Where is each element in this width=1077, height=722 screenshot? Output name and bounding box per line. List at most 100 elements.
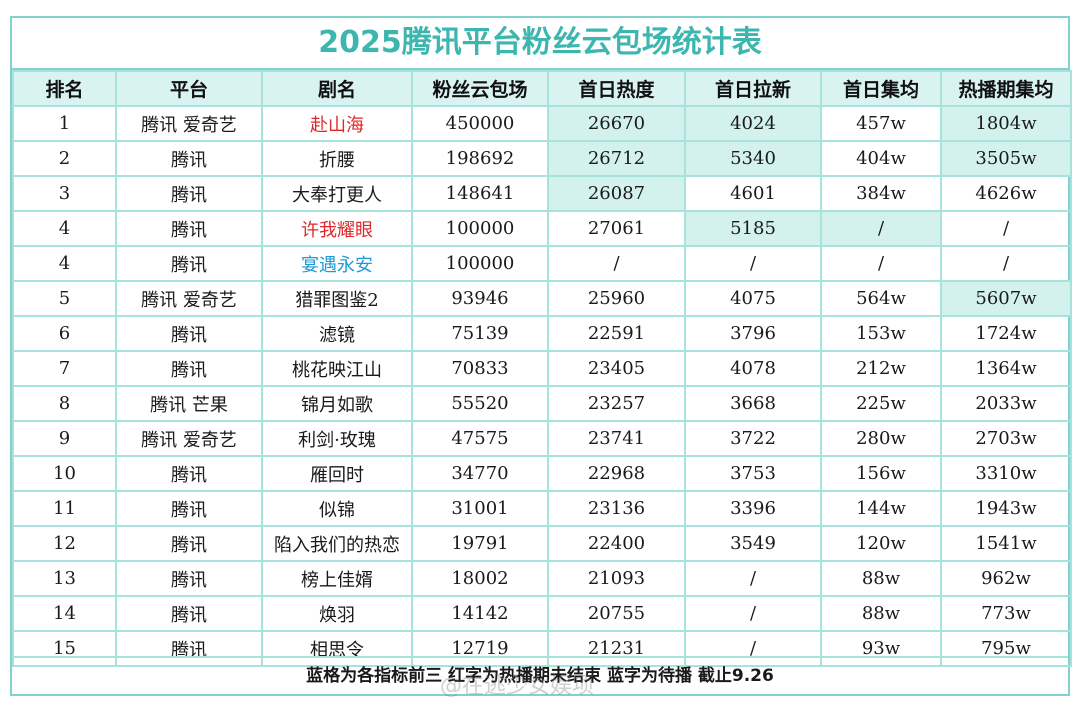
table-row: 9 腾讯 爱奇艺 利剑·玫瑰 47575 23741 3722 280w 2703w [12,420,1072,457]
cell-title: 宴遇永安 [261,245,413,282]
cell-title: 许我耀眼 [261,210,413,247]
cell-platform: 腾讯 [115,595,263,632]
cell-platform: 腾讯 [115,315,263,352]
table-row: 6 腾讯 滤镜 75139 22591 3796 153w 1724w [12,315,1072,352]
cell-new-users: 3549 [684,525,822,562]
cell-rank: 10 [12,455,117,492]
cell-avg-first: 120w [820,525,942,562]
cell-platform: 腾讯 爱奇艺 [115,280,263,317]
cell-heat: 23136 [547,490,686,527]
table-body: 1 腾讯 爱奇艺 赴山海 450000 26670 4024 457w 1804w 2 腾讯 折腰 1… [12,105,1072,667]
cell-avg-hot: 1364w [940,350,1072,387]
cell-avg-hot: 795w [940,630,1072,667]
cell-heat: 22400 [547,525,686,562]
cell-title: 陷入我们的热恋 [261,525,413,562]
cell-avg-hot: 1804w [940,105,1072,142]
cell-new-users: 4601 [684,175,822,212]
cell-fans: 18002 [411,560,549,597]
cell-rank: 2 [12,140,117,177]
cell-platform: 腾讯 [115,630,263,667]
header-avg-first: 首日集均 [820,70,942,107]
table-row: 1 腾讯 爱奇艺 赴山海 450000 26670 4024 457w 1804w [12,105,1072,142]
cell-fans: 100000 [411,210,549,247]
cell-title: 猎罪图鉴2 [261,280,413,317]
header-avg-hot: 热播期集均 [940,70,1072,107]
cell-platform: 腾讯 [115,175,263,212]
table-row: 11 腾讯 似锦 31001 23136 3396 144w 1943w [12,490,1072,527]
cell-platform: 腾讯 [115,560,263,597]
cell-title: 桃花映江山 [261,350,413,387]
cell-rank: 12 [12,525,117,562]
cell-avg-hot: 4626w [940,175,1072,212]
cell-platform: 腾讯 爱奇艺 [115,420,263,457]
cell-rank: 9 [12,420,117,457]
cell-platform: 腾讯 [115,140,263,177]
cell-fans: 70833 [411,350,549,387]
cell-title: 锦月如歌 [261,385,413,422]
cell-new-users: 4075 [684,280,822,317]
cell-rank: 1 [12,105,117,142]
cell-avg-first: 280w [820,420,942,457]
cell-title: 相思令 [261,630,413,667]
table-row: 3 腾讯 大奉打更人 148641 26087 4601 384w 4626w [12,175,1072,212]
cell-new-users: 5185 [684,210,822,247]
table-row: 5 腾讯 爱奇艺 猎罪图鉴2 93946 25960 4075 564w 5607w [12,280,1072,317]
cell-avg-hot: / [940,245,1072,282]
cell-title: 滤镜 [261,315,413,352]
cell-new-users: 3668 [684,385,822,422]
cell-rank: 8 [12,385,117,422]
cell-title: 榜上佳婿 [261,560,413,597]
cell-avg-first: 457w [820,105,942,142]
cell-title: 焕羽 [261,595,413,632]
cell-rank: 4 [12,245,117,282]
cell-platform: 腾讯 [115,490,263,527]
table-row: 8 腾讯 芒果 锦月如歌 55520 23257 3668 225w 2033w [12,385,1072,422]
cell-new-users: 3722 [684,420,822,457]
cell-fans: 47575 [411,420,549,457]
cell-avg-first: 144w [820,490,942,527]
cell-fans: 450000 [411,105,549,142]
footer-note: 蓝格为各指标前三 红字为热播期未结束 蓝字为待播 截止9.26 [12,656,1068,694]
cell-platform: 腾讯 [115,245,263,282]
cell-fans: 93946 [411,280,549,317]
cell-avg-first: 384w [820,175,942,212]
cell-avg-first: 564w [820,280,942,317]
cell-platform: 腾讯 芒果 [115,385,263,422]
cell-new-users: 5340 [684,140,822,177]
header-title: 剧名 [261,70,413,107]
cell-avg-hot: 1541w [940,525,1072,562]
cell-avg-first: 153w [820,315,942,352]
cell-fans: 12719 [411,630,549,667]
cell-title: 雁回时 [261,455,413,492]
cell-new-users: 4078 [684,350,822,387]
cell-rank: 4 [12,210,117,247]
cell-title: 大奉打更人 [261,175,413,212]
cell-avg-hot: 773w [940,595,1072,632]
header-heat: 首日热度 [547,70,686,107]
cell-heat: 23741 [547,420,686,457]
stats-sheet: 2025腾讯平台粉丝云包场统计表 排名 平台 剧名 粉丝云包场 首日热度 首日拉… [10,16,1072,696]
stats-table: 排名 平台 剧名 粉丝云包场 首日热度 首日拉新 首日集均 热播期集均 1 腾讯 … [12,70,1072,667]
cell-platform: 腾讯 [115,455,263,492]
cell-heat: 26670 [547,105,686,142]
cell-fans: 34770 [411,455,549,492]
cell-heat: 22968 [547,455,686,492]
cell-new-users: 3396 [684,490,822,527]
cell-heat: 20755 [547,595,686,632]
cell-rank: 3 [12,175,117,212]
watermark: @在逃少女娱项 [440,674,595,699]
cell-heat: 26087 [547,175,686,212]
cell-title: 似锦 [261,490,413,527]
table-row: 7 腾讯 桃花映江山 70833 23405 4078 212w 1364w [12,350,1072,387]
cell-avg-hot: 5607w [940,280,1072,317]
table-row: 4 腾讯 许我耀眼 100000 27061 5185// [12,210,1072,247]
cell-rank: 13 [12,560,117,597]
cell-new-users: 4024 [684,105,822,142]
cell-new-users: / [684,560,822,597]
table-row: 2 腾讯 折腰 198692 26712 5340 404w 3505w [12,140,1072,177]
table-row: 12 腾讯 陷入我们的热恋 19791 22400 3549 120w 1541w [12,525,1072,562]
cell-rank: 15 [12,630,117,667]
cell-platform: 腾讯 [115,210,263,247]
cell-heat: 23257 [547,385,686,422]
cell-avg-first: 404w [820,140,942,177]
